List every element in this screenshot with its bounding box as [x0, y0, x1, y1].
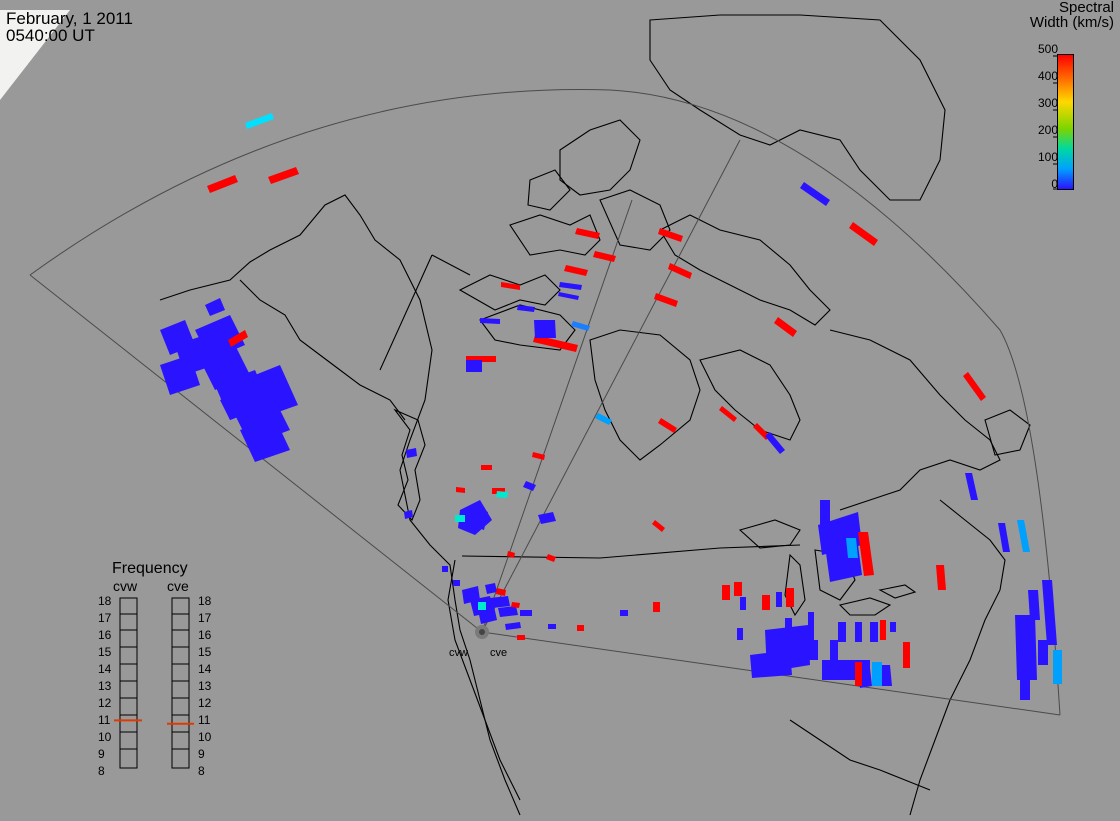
frequency-tick-right: 12	[198, 696, 212, 710]
coastline-hudson-east	[699, 349, 801, 441]
frequency-tick-right: 17	[198, 611, 212, 625]
frequency-tick-left: 18	[98, 594, 112, 608]
station-label-cvw: cvw	[449, 647, 468, 659]
echo-mid-blue-3	[872, 662, 882, 686]
frequency-tick-right: 8	[198, 764, 205, 778]
echo-alaska-cyan	[245, 113, 274, 129]
echo-mid-blue-4	[1017, 520, 1030, 552]
echo-arctic-mid	[571, 321, 590, 331]
echo-alaska-red	[228, 330, 248, 347]
frequency-tick-left: 13	[98, 679, 112, 693]
frequency-tick-left: 14	[98, 662, 112, 676]
coastline-lake-superior	[738, 519, 801, 549]
fov-cve-left	[481, 139, 741, 633]
coastline-us-west	[447, 559, 521, 801]
coastline-bc-islands	[393, 408, 426, 522]
coastline-arctic-2	[509, 214, 601, 256]
colorbar-tick: 400	[1037, 69, 1058, 83]
coastline-lake-michigan	[784, 553, 806, 617]
frequency-tick-left: 8	[98, 764, 105, 778]
freq-gridlines	[120, 613, 189, 750]
echo-cyan-3	[478, 602, 486, 610]
frequency-tick-left: 10	[98, 730, 112, 744]
echo-cluster-great-lakes-red	[722, 532, 946, 686]
echo-cluster-prairie-blue	[404, 448, 556, 535]
echo-cluster-prairie-red	[456, 452, 665, 562]
coastline-lake-ontario	[878, 584, 917, 599]
coastline-group	[159, 14, 1031, 816]
frequency-tick-left: 12	[98, 696, 112, 710]
coastline-newfoundland	[984, 409, 1031, 456]
frequency-tick-left: 15	[98, 645, 112, 659]
frequency-radar-right: cve	[167, 578, 189, 594]
coastline-arctic-4	[599, 189, 671, 251]
field-of-view	[29, 89, 1061, 716]
echo-cyan-1	[455, 515, 465, 522]
colorbar-tick: 500	[1037, 42, 1058, 56]
frequency-tick-right: 15	[198, 645, 212, 659]
freq-box-cve	[171, 597, 190, 769]
frequency-tick-right: 16	[198, 628, 212, 642]
fov-west-arc	[29, 89, 1061, 716]
date-label: February, 1 2011	[6, 9, 133, 28]
colorbar-ticks	[1053, 55, 1057, 190]
coastline-arctic-1	[458, 274, 561, 311]
echo-mid-blue-1	[595, 413, 612, 425]
colorbar-tick: 100	[1037, 150, 1058, 164]
radar-echoes	[160, 113, 1062, 700]
frequency-tick-right: 10	[198, 730, 212, 744]
colorbar-gradient	[1057, 54, 1074, 190]
colorbar-tick: 0	[1051, 177, 1058, 191]
coastline-labrador	[829, 329, 1001, 511]
frequency-tick-left: 16	[98, 628, 112, 642]
echo-cluster-great-lakes	[737, 500, 896, 688]
coastline-greenland	[649, 14, 946, 201]
coastline-lake-erie	[838, 597, 892, 616]
echo-cluster-arctic-red	[466, 222, 986, 440]
fov-cvw-right	[481, 199, 633, 633]
echo-cluster-arctic-blue	[466, 182, 830, 454]
frequency-tick-right: 13	[198, 679, 212, 693]
coastline-alaska	[159, 194, 521, 816]
echo-cyan-2	[496, 491, 508, 498]
frequency-tick-left: 9	[98, 747, 105, 761]
coastline-gulf	[789, 719, 931, 791]
frequency-tick-right: 18	[198, 594, 212, 608]
echo-mid-blue-2	[846, 538, 858, 558]
echo-mid-blue-5	[1053, 650, 1062, 684]
border-nwt	[431, 254, 471, 276]
coastline-arctic-5	[527, 169, 571, 211]
corner-wedge	[0, 10, 70, 100]
frequency-tick-right: 9	[198, 747, 205, 761]
frequency-title: Frequency	[112, 560, 188, 577]
coastline-arctic-3	[559, 119, 641, 196]
echo-cluster-east	[965, 473, 1057, 700]
frequency-radar-left: cvw	[113, 578, 138, 594]
echo-cluster-near-radar-red	[496, 588, 660, 640]
frequency-tick-left: 11	[98, 713, 111, 727]
coastline-us-east	[909, 499, 1006, 816]
radar-site-center	[479, 629, 485, 635]
border-us-canada	[461, 544, 801, 559]
station-label-cve: cve	[490, 647, 508, 659]
colorbar-title-line1: Spectral	[1058, 0, 1114, 16]
frequency-tick-left: 17	[98, 611, 112, 625]
frequency-tick-right: 11	[198, 713, 211, 727]
coastline-alaska-south	[239, 279, 406, 421]
coastline-hudson-bay	[589, 329, 701, 461]
border-alaska-canada	[379, 254, 433, 371]
colorbar-tick: 300	[1037, 96, 1058, 110]
colorbar-title-line2: Width (km/s)	[1029, 14, 1114, 31]
echo-red-2	[268, 167, 299, 184]
coastline-baffin	[659, 214, 831, 326]
echo-cluster-alaska	[160, 298, 298, 462]
freq-box-cvw	[119, 597, 138, 769]
colorbar-tick: 200	[1037, 123, 1058, 137]
frequency-bars	[114, 597, 194, 769]
echo-red-1	[207, 175, 238, 193]
echo-cluster-near-radar	[442, 566, 628, 630]
frequency-tick-right: 14	[198, 662, 212, 676]
time-label: 0540:00 UT	[6, 26, 95, 45]
